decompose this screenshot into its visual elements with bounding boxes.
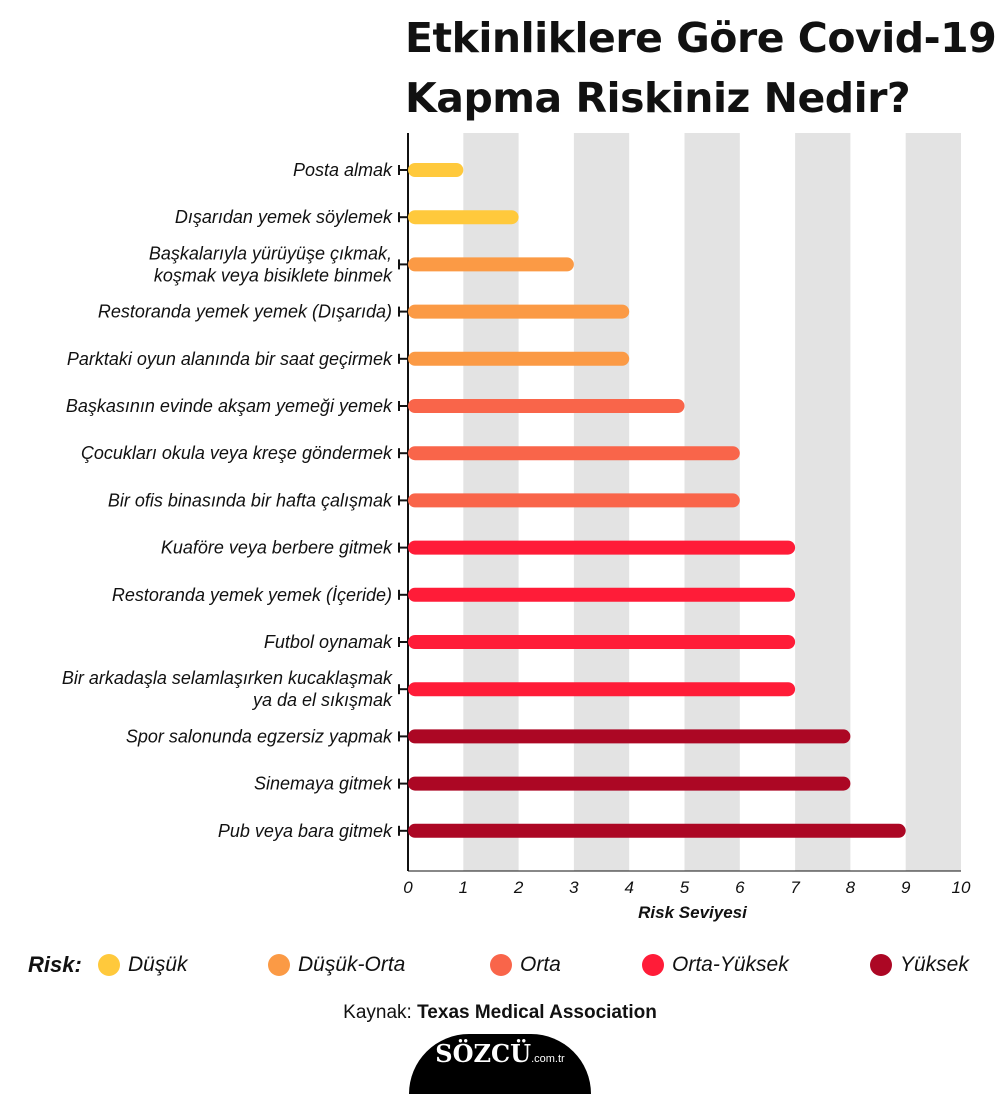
legend-item-low-mid: Düşük-Orta	[268, 948, 405, 982]
x-tick-label: 0	[403, 878, 413, 897]
x-tick-label: 4	[624, 878, 633, 897]
category-label: Başkasının evinde akşam yemeği yemek	[66, 396, 393, 416]
legend: Risk: Düşük Düşük-Orta Orta Orta-Yüksek …	[0, 948, 1000, 982]
legend-label-mid-high: Orta-Yüksek	[672, 953, 789, 976]
category-label: Pub veya bara gitmek	[218, 821, 393, 841]
category-label: Çocukları okula veya kreşe göndermek	[81, 443, 393, 463]
source-prefix: Kaynak:	[343, 1002, 412, 1023]
grid-band	[795, 133, 851, 871]
category-label: Bir ofis binasında bir hafta çalışmak	[108, 490, 393, 510]
bar-chart: Posta almak Dışarıdan yemek söylemek Başka…	[62, 133, 971, 922]
category-label-line: Bir arkadaşla selamlaşırken kucaklaşmak	[62, 668, 393, 688]
legend-label-low: Düşük	[128, 953, 188, 976]
category-label-line: ya da el sıkışmak	[251, 690, 393, 710]
category-label: Spor salonunda egzersiz yapmak	[126, 726, 393, 746]
category-label: Kuaföre veya berbere gitmek	[161, 538, 393, 558]
x-axis-title: Risk Seviyesi	[638, 903, 748, 922]
category-label-line: koşmak veya bisiklete binmek	[154, 265, 393, 285]
category-label: Başkalarıyla yürüyüşe çıkmak, koşmak veya…	[149, 243, 393, 285]
legend-swatch-high	[870, 954, 892, 976]
legend-item-mid: Orta	[490, 948, 561, 982]
logo-brand-text: SÖZCÜ	[435, 1039, 532, 1068]
category-label: Bir arkadaşla selamlaşırken kucaklaşmak y…	[62, 668, 393, 710]
logo-tld: .com.tr	[531, 1053, 565, 1065]
x-tick-label: 2	[513, 878, 524, 897]
source-credit: Kaynak: Texas Medical Association	[0, 1000, 1000, 1026]
legend-item-mid-high: Orta-Yüksek	[642, 948, 789, 982]
x-tick-label: 3	[569, 878, 579, 897]
x-tick-label: 5	[680, 878, 690, 897]
category-label: Posta almak	[293, 160, 393, 180]
x-tick-label: 1	[459, 878, 468, 897]
legend-swatch-mid	[490, 954, 512, 976]
x-tick-label: 6	[735, 878, 745, 897]
source-name: Texas Medical Association	[417, 1002, 657, 1023]
sozcu-logo: SÖZCÜ.com.tr	[409, 1034, 591, 1094]
category-label: Futbol oynamak	[264, 632, 393, 652]
x-tick-label: 10	[952, 878, 971, 897]
legend-title: Risk:	[28, 952, 82, 977]
legend-swatch-low	[98, 954, 120, 976]
category-label-line: Başkalarıyla yürüyüşe çıkmak,	[149, 243, 392, 263]
category-label: Parktaki oyun alanında bir saat geçirmek	[67, 349, 393, 369]
x-tick-label: 8	[846, 878, 856, 897]
grid-band	[905, 133, 961, 871]
category-label: Restoranda yemek yemek (Dışarıda)	[98, 302, 392, 322]
x-tick-label: 7	[790, 878, 800, 897]
legend-label-mid: Orta	[520, 953, 561, 976]
legend-item-low: Düşük	[98, 948, 188, 982]
chart-title: Etkinliklere Göre Covid-19 Kapma Riskini…	[405, 8, 997, 128]
category-label: Dışarıdan yemek söylemek	[175, 207, 393, 227]
logo-brand: SÖZCÜ.com.tr	[409, 1034, 591, 1077]
chart-title-line-1: Etkinliklere Göre Covid-19	[405, 14, 997, 62]
x-tick-label: 9	[901, 878, 911, 897]
legend-label-low-mid: Düşük-Orta	[298, 953, 406, 976]
legend-swatch-mid-high	[642, 954, 664, 976]
legend-item-high: Yüksek	[870, 948, 969, 982]
legend-swatch-low-mid	[268, 954, 290, 976]
chart-title-line-2: Kapma Riskiniz Nedir?	[405, 74, 911, 122]
category-label: Sinemaya gitmek	[254, 774, 393, 794]
legend-label-high: Yüksek	[900, 953, 969, 976]
category-label: Restoranda yemek yemek (İçeride)	[112, 585, 392, 605]
